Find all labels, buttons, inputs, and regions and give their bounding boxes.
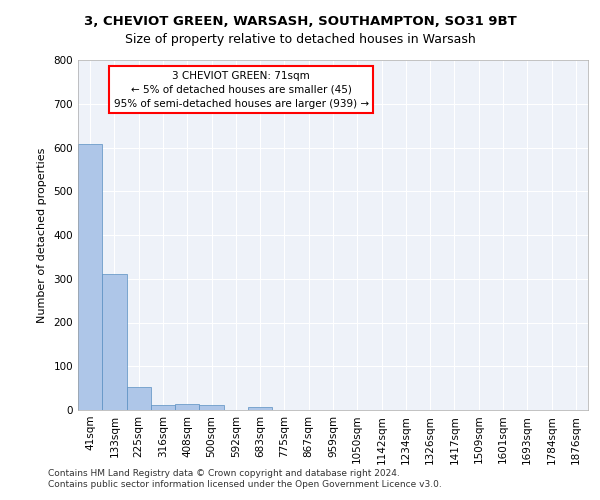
Text: Size of property relative to detached houses in Warsash: Size of property relative to detached ho… <box>125 32 475 46</box>
Bar <box>127 387 151 410</box>
Text: 3 CHEVIOT GREEN: 71sqm
← 5% of detached houses are smaller (45)
95% of semi-deta: 3 CHEVIOT GREEN: 71sqm ← 5% of detached … <box>113 70 369 108</box>
Text: 3, CHEVIOT GREEN, WARSASH, SOUTHAMPTON, SO31 9BT: 3, CHEVIOT GREEN, WARSASH, SOUTHAMPTON, … <box>83 15 517 28</box>
Bar <box>151 405 175 410</box>
Bar <box>199 405 224 410</box>
Text: Contains HM Land Registry data © Crown copyright and database right 2024.: Contains HM Land Registry data © Crown c… <box>48 468 400 477</box>
Bar <box>175 404 199 410</box>
Y-axis label: Number of detached properties: Number of detached properties <box>37 148 47 322</box>
Bar <box>248 406 272 410</box>
Bar <box>78 144 102 410</box>
Text: Contains public sector information licensed under the Open Government Licence v3: Contains public sector information licen… <box>48 480 442 489</box>
Bar <box>102 274 127 410</box>
